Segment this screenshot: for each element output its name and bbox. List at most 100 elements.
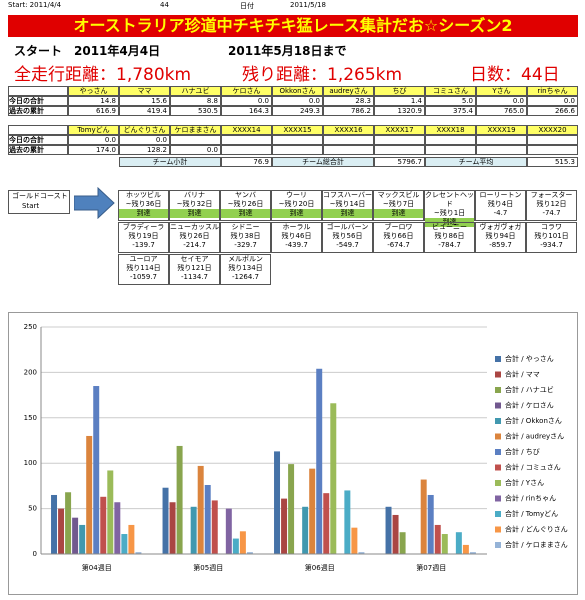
- x-tick-label: 第05週目: [193, 563, 223, 572]
- bar: [427, 494, 434, 554]
- value-cell: 616.9: [68, 106, 119, 116]
- value-cell: 786.2: [323, 106, 374, 116]
- bar: [58, 508, 65, 554]
- legend-swatch: [495, 464, 501, 471]
- bar: [72, 517, 79, 554]
- x-tick-label: 第06週目: [305, 563, 335, 572]
- value-cell: 765.0: [476, 106, 527, 116]
- value-cell: 174.0: [68, 145, 119, 155]
- value-cell: [476, 145, 527, 155]
- name-cell: Tomyどん: [68, 125, 119, 135]
- y-tick-label: 50: [28, 505, 37, 513]
- legend-swatch: [495, 480, 501, 486]
- value-cell: 128.2: [119, 145, 170, 155]
- name-cell: コミュさん: [425, 86, 476, 96]
- legend-swatch: [495, 495, 501, 502]
- name-cell: ハナユビ: [170, 86, 221, 96]
- start-text: スタート 2011年4月4日: [14, 44, 161, 58]
- stop-status: -784.7: [438, 241, 461, 249]
- name-cell: Yさん: [476, 86, 527, 96]
- corner-cell: [8, 125, 68, 135]
- value-cell: [476, 135, 527, 145]
- name-cell: ケロままさん: [170, 125, 221, 135]
- value-cell: [272, 145, 323, 155]
- stop-days: 残り38日: [230, 232, 261, 240]
- stop-days: 残り26日: [179, 232, 210, 240]
- value-cell: 249.3: [272, 106, 323, 116]
- value-cell: 1320.9: [374, 106, 425, 116]
- bar: [246, 552, 253, 554]
- name-cell: ママ: [119, 86, 170, 96]
- stop: マックスビル ~残り7日 到達: [373, 190, 424, 221]
- name-cell: XXXX14: [221, 125, 272, 135]
- legend-label: 合計 / audreyさん: [505, 432, 564, 441]
- bar: [100, 496, 107, 554]
- legend-label: 合計 / どんぐりさん: [505, 525, 568, 534]
- stop-name: コフスハーバー: [323, 191, 372, 199]
- value-cell: 530.5: [170, 106, 221, 116]
- value-cell: 266.6: [527, 106, 578, 116]
- stop-days: ~残り7日: [382, 200, 415, 208]
- value-cell: 419.4: [119, 106, 170, 116]
- stop: ホーラル 残り46日 -439.7: [271, 222, 322, 253]
- legend-swatch: [495, 526, 501, 533]
- summary-value: 515.3: [527, 157, 578, 167]
- stop-status: -934.7: [540, 241, 563, 249]
- bar: [420, 479, 427, 554]
- name-cell: XXXX20: [527, 125, 578, 135]
- bar: [399, 532, 406, 554]
- bar: [316, 368, 323, 554]
- value-cell: [374, 145, 425, 155]
- stop-days: 残り94日: [485, 232, 516, 240]
- bar: [281, 498, 288, 554]
- stop-days: 残り66日: [383, 232, 414, 240]
- stop-name: ブラディーラ: [122, 223, 165, 231]
- legend-swatch: [495, 356, 501, 362]
- summary-value: 5796.7: [374, 157, 425, 167]
- bar: [462, 544, 469, 554]
- value-cell: 5.0: [425, 96, 476, 106]
- stop-days: 残り101日: [534, 232, 569, 240]
- stop-status: -674.7: [387, 241, 410, 249]
- value-cell: 164.3: [221, 106, 272, 116]
- bar: [121, 534, 128, 554]
- value-cell: [425, 145, 476, 155]
- row-label: 今日の合計: [8, 135, 68, 145]
- stop: コラワ 残り101日 -934.7: [526, 222, 577, 253]
- stop-status: -74.7: [542, 209, 561, 217]
- y-tick-label: 200: [24, 368, 37, 376]
- legend-label: 合計 / ケロさん: [505, 401, 554, 410]
- remaining: 残り距離：1,265km: [242, 65, 403, 85]
- stop-status: -549.7: [336, 241, 359, 249]
- total: 全走行距離：1,780km: [14, 65, 192, 85]
- stop-days: 残り12日: [536, 200, 567, 208]
- stop-days: ~残り14日: [329, 200, 366, 208]
- name-cell: やっさん: [68, 86, 119, 96]
- name-cell: ちび: [374, 86, 425, 96]
- stop-days: 残り19日: [128, 232, 159, 240]
- value-cell: 375.4: [425, 106, 476, 116]
- name-cell: Okkonさん: [272, 86, 323, 96]
- stop-status: 到達: [119, 209, 168, 218]
- value-cell: [272, 135, 323, 145]
- bar: [128, 524, 135, 554]
- stop-status: -439.7: [285, 241, 308, 249]
- stop-name: ブーロワ: [384, 223, 413, 231]
- stop-name: ヤンバ: [235, 191, 256, 199]
- bar: [232, 538, 239, 554]
- bar: [323, 493, 330, 554]
- value-cell: [425, 135, 476, 145]
- bar: [358, 552, 365, 554]
- stop: ブーロワ 残り66日 -674.7: [373, 222, 424, 253]
- legend-swatch: [495, 418, 501, 424]
- stop-name: ビューニー: [432, 223, 467, 231]
- legend-label: 合計 / ケロままさん: [505, 540, 568, 549]
- bar: [107, 470, 114, 554]
- date: 2011/5/18: [290, 1, 326, 9]
- stop-status: 到達: [374, 209, 423, 218]
- stop-days: 残り121日: [177, 264, 212, 272]
- stop-days: 残り134日: [228, 264, 263, 272]
- bar: [392, 514, 399, 554]
- value-cell: [323, 145, 374, 155]
- stop-name: メルボルン: [228, 255, 263, 263]
